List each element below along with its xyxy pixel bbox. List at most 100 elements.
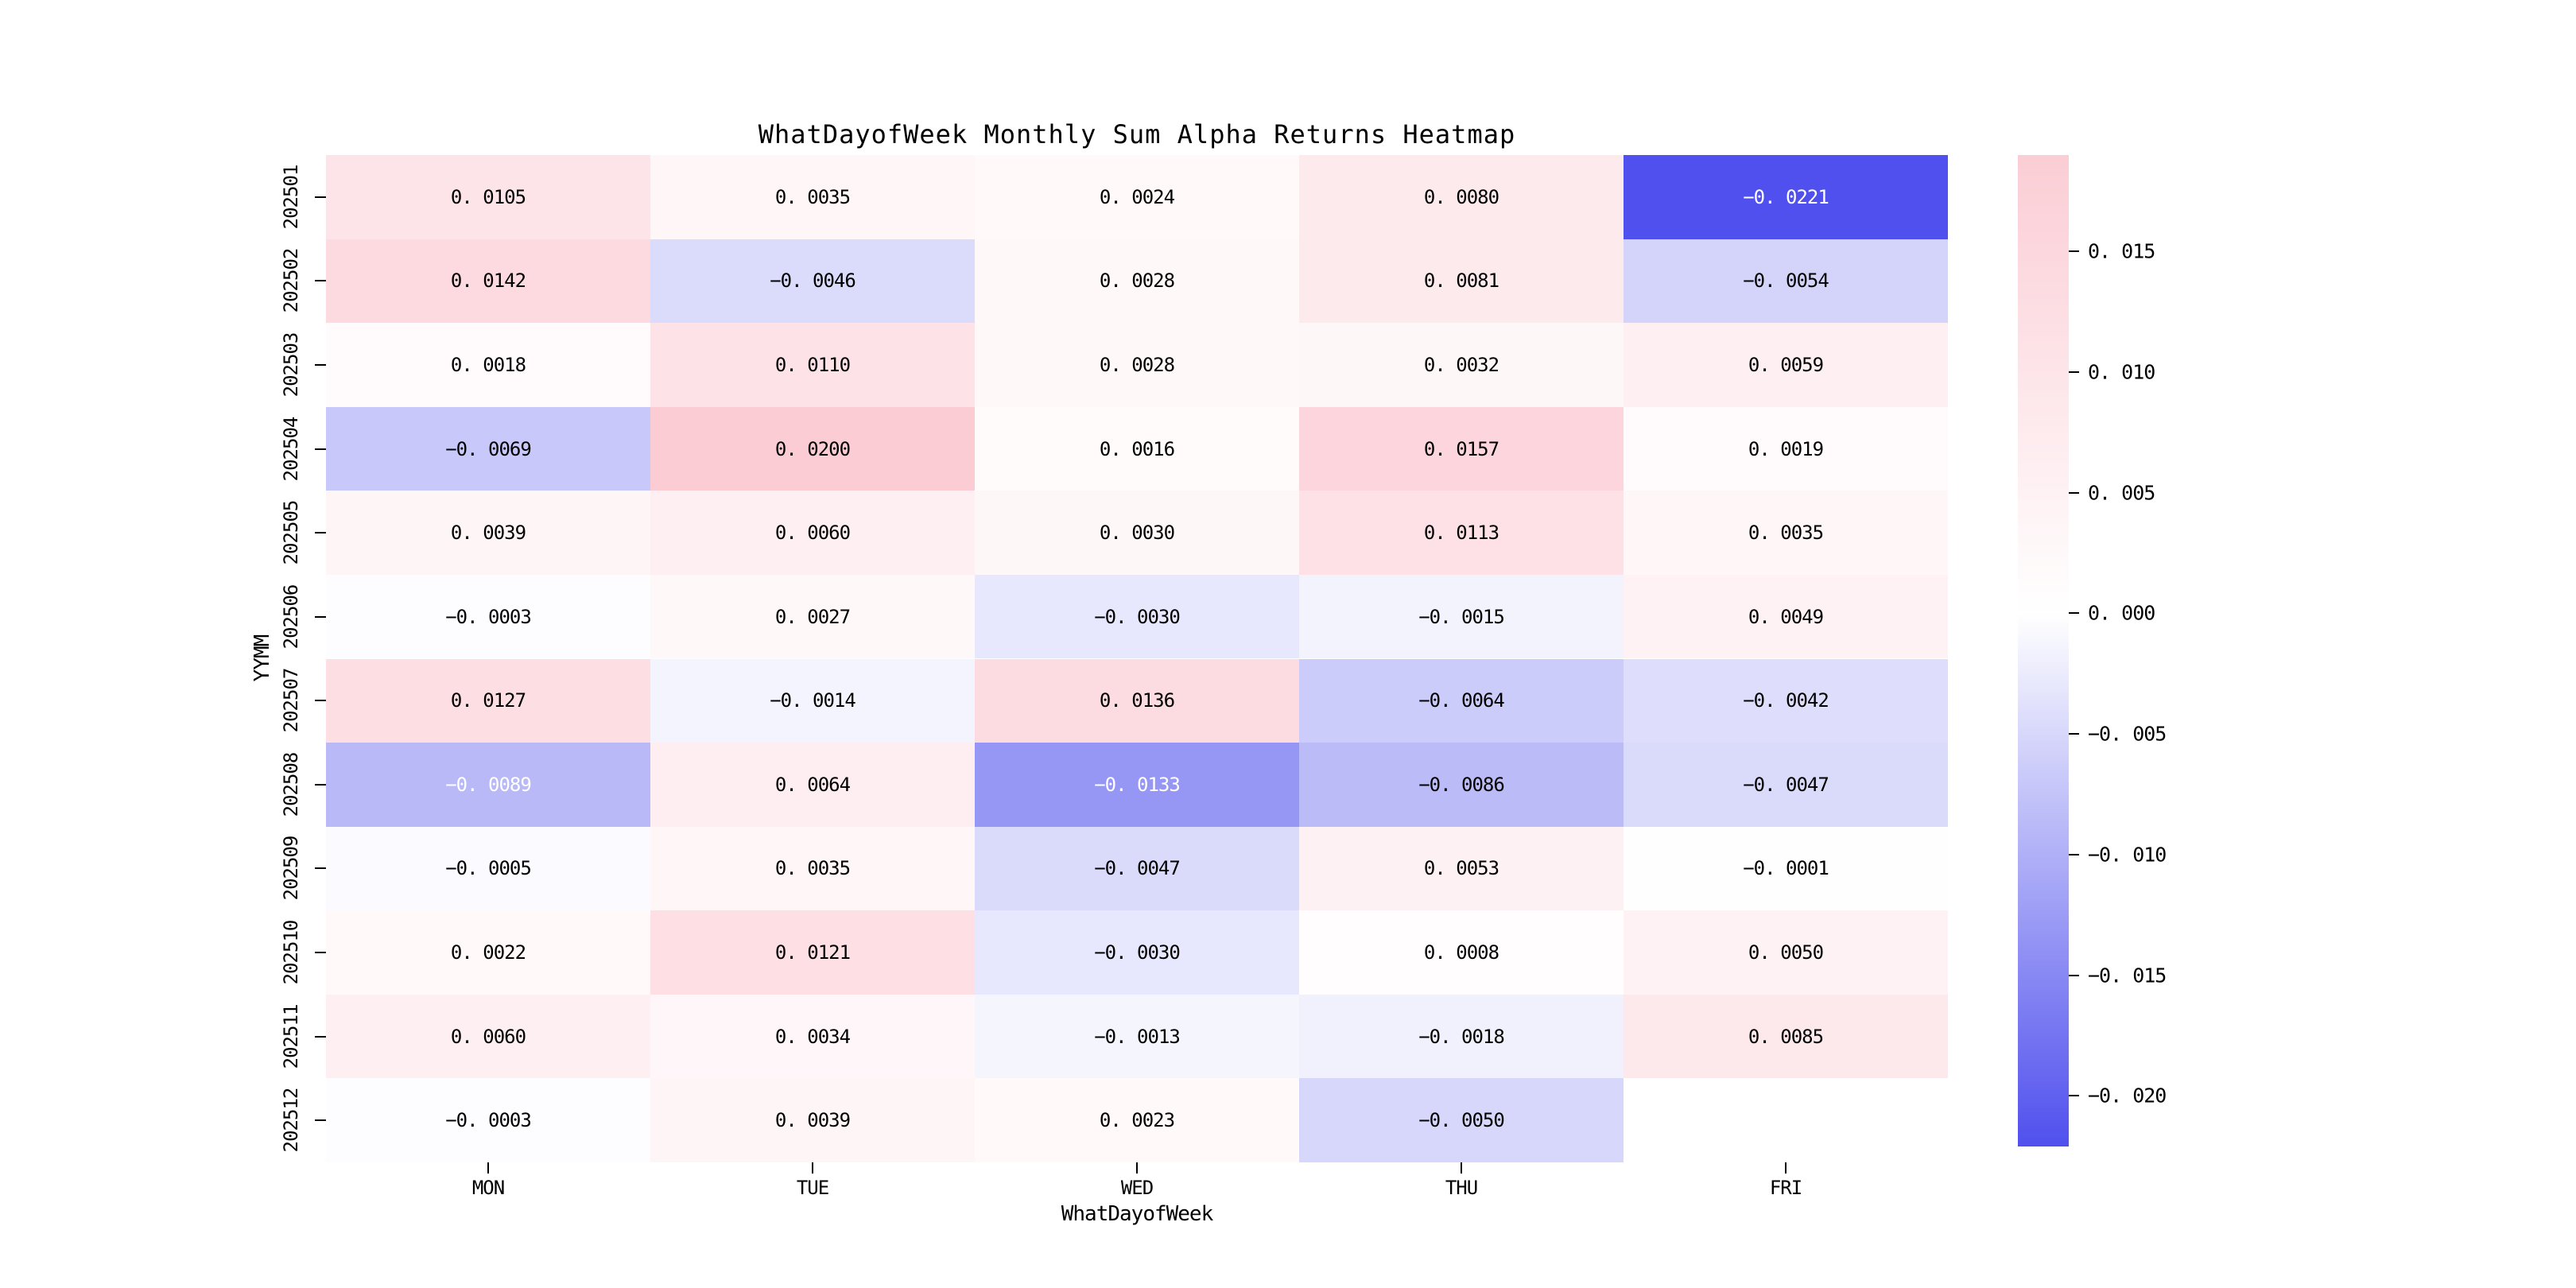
heatmap-cell: 0. 0080 xyxy=(1299,155,1624,239)
y-tick-mark xyxy=(315,532,326,534)
cell-value: 0. 0039 xyxy=(774,1109,851,1132)
cell-value: −0. 0003 xyxy=(445,1109,532,1132)
heatmap-cell: −0. 0005 xyxy=(326,826,650,911)
heatmap-cell: −0. 0089 xyxy=(326,743,650,827)
heatmap-cell: 0. 0113 xyxy=(1299,491,1624,575)
x-tick-label: MON xyxy=(471,1177,505,1199)
cell-value: 0. 0053 xyxy=(1423,857,1499,880)
colorbar-tick-label: −0. 005 xyxy=(2088,722,2167,746)
heatmap-cell: 0. 0053 xyxy=(1299,826,1624,911)
x-tick-label: FRI xyxy=(1769,1177,1802,1199)
cell-value: 0. 0059 xyxy=(1748,353,1824,376)
heatmap-cell: 0. 0121 xyxy=(650,910,975,995)
heatmap-cell: −0. 0018 xyxy=(1299,994,1624,1079)
heatmap-cell: 0. 0050 xyxy=(1624,910,1948,995)
colorbar-tick-mark xyxy=(2069,974,2079,976)
cell-value: 0. 0035 xyxy=(774,857,851,880)
cell-value: 0. 0060 xyxy=(450,1025,526,1048)
heatmap-cell: 0. 0018 xyxy=(326,323,650,407)
heatmap-cell: 0. 0024 xyxy=(975,155,1299,239)
y-tick-label: 202509 xyxy=(280,836,302,901)
cell-value: 0. 0110 xyxy=(774,353,851,376)
y-tick-mark xyxy=(315,700,326,702)
heatmap-cell: −0. 0047 xyxy=(1624,743,1948,827)
heatmap-cell: 0. 0064 xyxy=(650,743,975,827)
cell-value: −0. 0050 xyxy=(1418,1109,1505,1132)
cell-value: −0. 0013 xyxy=(1094,1025,1181,1048)
heatmap-cell: 0. 0142 xyxy=(326,239,650,324)
cell-value: 0. 0030 xyxy=(1099,522,1175,545)
x-tick-label: THU xyxy=(1445,1177,1478,1199)
cell-value: 0. 0136 xyxy=(1099,689,1175,712)
heatmap-cell: −0. 0086 xyxy=(1299,743,1624,827)
x-tick-mark xyxy=(812,1162,813,1174)
heatmap-cell: −0. 0030 xyxy=(975,910,1299,995)
heatmap-cell: 0. 0035 xyxy=(650,155,975,239)
colorbar xyxy=(2018,155,2069,1146)
colorbar-tick-mark xyxy=(2069,853,2079,855)
heatmap-cell: 0. 0035 xyxy=(1624,491,1948,575)
heatmap-cell: −0. 0042 xyxy=(1624,658,1948,743)
cell-value: 0. 0034 xyxy=(774,1025,851,1048)
colorbar-tick-mark xyxy=(2069,491,2079,494)
y-tick-label: 202505 xyxy=(280,500,302,565)
cell-value: 0. 0113 xyxy=(1423,522,1499,545)
cell-value: 0. 0008 xyxy=(1423,941,1499,964)
colorbar-tick-label: −0. 015 xyxy=(2088,964,2167,987)
cell-value: −0. 0001 xyxy=(1743,857,1829,880)
cell-value: −0. 0069 xyxy=(445,437,532,460)
heatmap-cell: 0. 0059 xyxy=(1624,323,1948,407)
y-tick-label: 202510 xyxy=(280,920,302,985)
x-tick-mark xyxy=(1785,1162,1787,1174)
colorbar-tick-mark xyxy=(2069,733,2079,735)
cell-value: −0. 0089 xyxy=(445,773,532,796)
cell-value: 0. 0060 xyxy=(774,522,851,545)
heatmap-cell: −0. 0015 xyxy=(1299,574,1624,659)
cell-value: −0. 0047 xyxy=(1094,857,1181,880)
cell-value: 0. 0019 xyxy=(1748,437,1824,460)
heatmap-cell: 0. 0032 xyxy=(1299,323,1624,407)
heatmap-cell: −0. 0014 xyxy=(650,658,975,743)
heatmap-cell: −0. 0030 xyxy=(975,574,1299,659)
y-tick-mark xyxy=(315,1119,326,1122)
colorbar-tick-label: 0. 015 xyxy=(2088,239,2155,263)
cell-value: −0. 0221 xyxy=(1743,185,1829,208)
chart-title: WhatDayofWeek Monthly Sum Alpha Returns … xyxy=(758,119,1516,149)
cell-value: 0. 0022 xyxy=(450,941,526,964)
heatmap-cell: 0. 0200 xyxy=(650,406,975,491)
x-tick-mark xyxy=(1136,1162,1138,1174)
heatmap-cell: 0. 0039 xyxy=(326,491,650,575)
heatmap-cell: 0. 0081 xyxy=(1299,239,1624,324)
y-tick-label: 202504 xyxy=(280,417,302,481)
cell-value: 0. 0039 xyxy=(450,522,526,545)
cell-value: 0. 0024 xyxy=(1099,185,1175,208)
heatmap-cell: 0. 0030 xyxy=(975,491,1299,575)
heatmap-cell: 0. 0035 xyxy=(650,826,975,911)
heatmap-cell: 0. 0027 xyxy=(650,574,975,659)
heatmap-cell: −0. 0050 xyxy=(1299,1078,1624,1162)
heatmap-cell xyxy=(1624,1078,1948,1162)
heatmap-cell: 0. 0127 xyxy=(326,658,650,743)
cell-value: 0. 0081 xyxy=(1423,270,1499,293)
cell-value: −0. 0018 xyxy=(1418,1025,1505,1048)
cell-value: −0. 0133 xyxy=(1094,773,1181,796)
heatmap-cell: 0. 0157 xyxy=(1299,406,1624,491)
cell-value: −0. 0030 xyxy=(1094,941,1181,964)
cell-value: −0. 0003 xyxy=(445,605,532,628)
cell-value: 0. 0028 xyxy=(1099,270,1175,293)
heatmap-cell: 0. 0028 xyxy=(975,239,1299,324)
heatmap-cell: 0. 0028 xyxy=(975,323,1299,407)
heatmap-cell: 0. 0039 xyxy=(650,1078,975,1162)
cell-value: 0. 0157 xyxy=(1423,437,1499,460)
heatmap-cell: 0. 0023 xyxy=(975,1078,1299,1162)
x-tick-label: WED xyxy=(1120,1177,1154,1199)
y-tick-label: 202507 xyxy=(280,668,302,733)
cell-value: 0. 0023 xyxy=(1099,1109,1175,1132)
y-tick-mark xyxy=(315,363,326,366)
heatmap-cell: 0. 0085 xyxy=(1624,994,1948,1079)
y-tick-mark xyxy=(315,867,326,870)
cell-value: 0. 0127 xyxy=(450,689,526,712)
cell-value: 0. 0035 xyxy=(774,185,851,208)
heatmap-cell: 0. 0110 xyxy=(650,323,975,407)
y-tick-label: 202502 xyxy=(280,249,302,313)
